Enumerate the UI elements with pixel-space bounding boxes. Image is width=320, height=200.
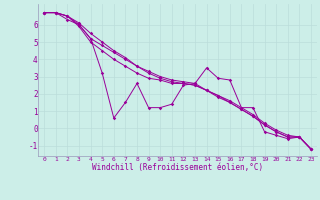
X-axis label: Windchill (Refroidissement éolien,°C): Windchill (Refroidissement éolien,°C) xyxy=(92,163,263,172)
